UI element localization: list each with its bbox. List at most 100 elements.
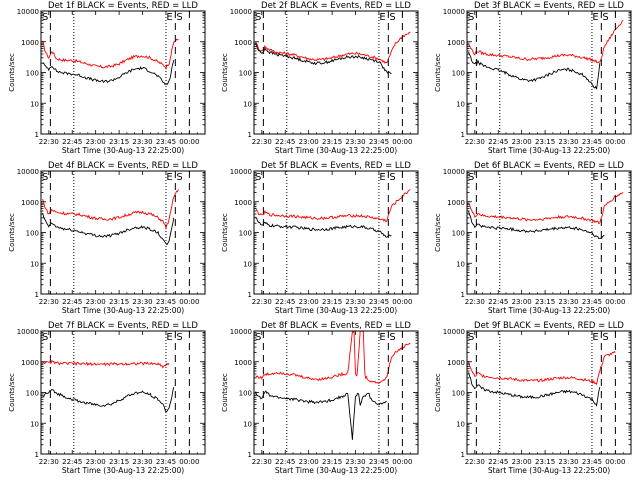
y-tick-label: 1000 (234, 199, 252, 207)
y-axis-label: Counts/sec (434, 373, 442, 412)
x-tick-label: 23:15 (535, 298, 555, 306)
plot-frame (40, 170, 206, 295)
x-tick-label: 22:30 (252, 298, 272, 306)
x-tick-label: 22:30 (465, 298, 485, 306)
x-tick-label: 22:45 (275, 298, 295, 306)
plot-frame (253, 170, 419, 295)
x-tick-label: 22:30 (39, 458, 59, 466)
panel-title: Det 6f BLACK = Events, RED = LLD (474, 161, 624, 171)
x-tick-label: 23:30 (132, 138, 152, 146)
series-group (42, 359, 175, 413)
x-tick-label: 23:00 (512, 138, 532, 146)
x-tick-label: 23:45 (156, 298, 176, 306)
x-tick-label: 23:00 (86, 458, 106, 466)
events-line (42, 386, 175, 413)
start-marker-label: S (602, 12, 608, 23)
lld-line (255, 31, 411, 64)
y-tick-label: 100 (239, 390, 252, 398)
x-tick-label: 22:45 (62, 298, 82, 306)
y-tick-label: 10 (456, 420, 465, 428)
lld-line (468, 350, 616, 386)
y-tick-label: 100 (452, 230, 465, 238)
panel-title: Det 1f BLACK = Events, RED = LLD (48, 1, 198, 11)
plot-frame (40, 330, 206, 455)
y-tick-label: 1000 (447, 39, 465, 47)
y-axis-label: Counts/sec (221, 373, 229, 412)
series-group (255, 189, 411, 238)
y-tick-label: 1 (35, 291, 39, 299)
start-marker-label: S (468, 332, 474, 343)
start-marker-label: S (389, 172, 395, 183)
x-tick-label: 23:00 (299, 138, 319, 146)
y-tick-label: 10000 (230, 8, 252, 16)
events-line (468, 211, 605, 240)
plot-frame (253, 330, 419, 455)
lld-line (468, 192, 624, 225)
end-marker-label: E (166, 12, 172, 23)
y-tick-label: 100 (26, 70, 39, 78)
lld-line (42, 38, 179, 70)
series-group (468, 350, 616, 407)
y-tick-label: 10 (30, 420, 39, 428)
x-tick-label: 22:45 (275, 458, 295, 466)
x-axis-label: Start Time (30-Aug-13 22:25:00) (62, 146, 184, 155)
x-tick-label: 22:45 (62, 138, 82, 146)
x-tick-label: 23:00 (512, 298, 532, 306)
y-tick-label: 1 (248, 131, 252, 139)
panel-title: Det 9f BLACK = Events, RED = LLD (474, 321, 624, 331)
y-tick-label: 10000 (230, 328, 252, 336)
y-tick-label: 1000 (447, 359, 465, 367)
start-marker-label: S (42, 12, 48, 23)
y-tick-label: 1000 (21, 39, 39, 47)
y-tick-label: 10000 (443, 8, 465, 16)
y-tick-label: 1000 (234, 39, 252, 47)
y-tick-label: 100 (239, 70, 252, 78)
x-tick-label: 22:45 (488, 298, 508, 306)
x-tick-label: 00:00 (179, 298, 199, 306)
x-tick-label: 22:45 (488, 138, 508, 146)
end-marker-label: E (379, 172, 385, 183)
x-tick-label: 22:30 (39, 138, 59, 146)
x-tick-label: 23:30 (345, 458, 365, 466)
y-tick-label: 1 (35, 451, 39, 459)
start-marker-label: S (176, 12, 182, 23)
end-marker-label: E (166, 332, 172, 343)
start-marker-label: S (255, 332, 261, 343)
y-tick-label: 1 (248, 451, 252, 459)
x-tick-label: 23:45 (369, 298, 389, 306)
start-marker-label: S (389, 332, 395, 343)
lld-line (468, 19, 624, 64)
x-tick-label: 23:30 (558, 298, 578, 306)
plot-frame (253, 10, 419, 135)
end-marker-label: E (592, 172, 598, 183)
end-marker-label: E (379, 332, 385, 343)
y-tick-label: 10000 (443, 328, 465, 336)
x-tick-label: 23:45 (369, 138, 389, 146)
x-tick-label: 23:15 (109, 138, 129, 146)
x-tick-label: 23:45 (156, 458, 176, 466)
y-tick-label: 1000 (447, 199, 465, 207)
y-tick-label: 10 (30, 260, 39, 268)
x-tick-label: 22:45 (488, 458, 508, 466)
events-line (468, 51, 601, 90)
y-tick-label: 10 (243, 420, 252, 428)
start-marker-label: S (389, 12, 395, 23)
panel-title: Det 2f BLACK = Events, RED = LLD (261, 1, 411, 11)
y-tick-label: 10 (456, 100, 465, 108)
start-marker-label: S (42, 332, 48, 343)
panel-title: Det 4f BLACK = Events, RED = LLD (48, 161, 198, 171)
x-tick-label: 23:30 (345, 138, 365, 146)
lld-line (42, 359, 170, 369)
lld-line (42, 189, 179, 230)
x-axis-label: Start Time (30-Aug-13 22:25:00) (275, 146, 397, 155)
series-group (255, 31, 411, 75)
y-tick-label: 10 (243, 260, 252, 268)
panel-title: Det 3f BLACK = Events, RED = LLD (474, 1, 624, 11)
y-tick-label: 1000 (234, 359, 252, 367)
x-tick-label: 23:15 (109, 458, 129, 466)
events-line (468, 372, 601, 407)
